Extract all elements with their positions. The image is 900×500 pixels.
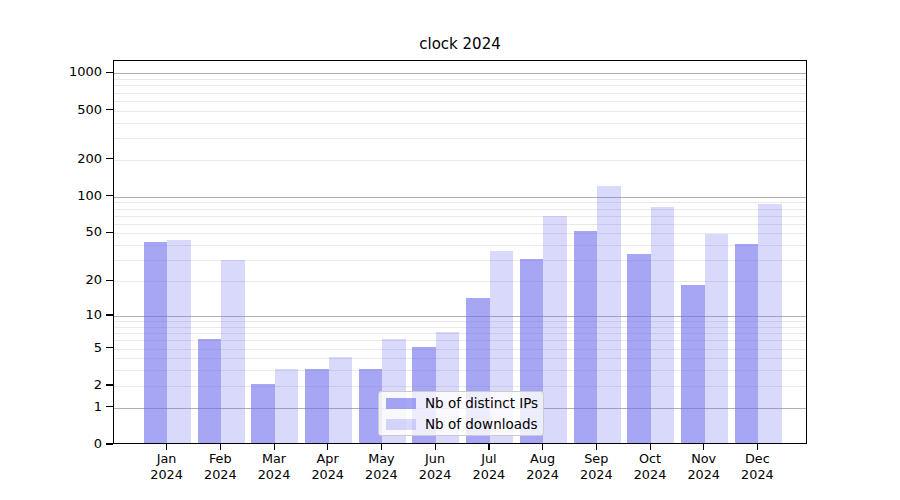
y-tick-mark <box>106 72 113 73</box>
x-tick-mark <box>220 444 221 450</box>
x-tick-mark <box>757 444 758 450</box>
y-tick-label: 0 <box>36 436 102 452</box>
y-tick-mark <box>106 280 113 281</box>
y-tick-label: 500 <box>36 102 102 118</box>
y-tick-mark <box>106 195 113 196</box>
y-tick-label: 200 <box>36 151 102 167</box>
legend-swatch-downloads-icon <box>386 419 416 430</box>
x-tick-mark <box>596 444 597 450</box>
bar-downloads <box>597 186 621 443</box>
bar-downloads <box>221 260 245 443</box>
legend-item-distinct-ips: Nb of distinct IPs <box>386 395 543 411</box>
x-tick-mark <box>166 444 167 450</box>
bar-distinct-ips <box>198 339 222 444</box>
x-tick-mark <box>488 444 489 450</box>
bar-distinct-ips <box>627 254 651 444</box>
bar-distinct-ips <box>144 242 168 443</box>
x-tick-mark <box>381 444 382 450</box>
x-tick-mark <box>435 444 436 450</box>
y-tick-label: 1000 <box>36 64 102 80</box>
x-tick-mark <box>703 444 704 450</box>
y-tick-label: 2 <box>36 377 102 393</box>
bar-distinct-ips <box>735 244 759 444</box>
legend-swatch-distinct-ips-icon <box>386 398 416 409</box>
x-tick-mark <box>327 444 328 450</box>
y-tick-mark <box>106 314 113 315</box>
bar-distinct-ips <box>305 369 329 444</box>
y-tick-mark <box>106 109 113 110</box>
x-tick-mark <box>650 444 651 450</box>
bar-downloads <box>705 234 729 443</box>
bar-downloads <box>543 216 567 444</box>
x-tick-year: 2024 <box>725 467 789 483</box>
y-tick-label: 100 <box>36 188 102 204</box>
bar-distinct-ips <box>681 285 705 443</box>
y-tick-label: 50 <box>36 224 102 240</box>
legend-label-distinct-ips: Nb of distinct IPs <box>425 395 546 411</box>
bar-downloads <box>275 369 299 444</box>
bar-distinct-ips <box>574 231 598 444</box>
x-tick-month: Dec <box>725 451 789 467</box>
y-tick-label: 5 <box>36 340 102 356</box>
plot-area: Nb of distinct IPs Nb of downloads <box>113 60 807 445</box>
bar-distinct-ips <box>251 384 275 443</box>
x-tick-label: Dec2024 <box>725 451 789 482</box>
y-tick-label: 10 <box>36 307 102 323</box>
chart-title: clock 2024 <box>113 35 807 53</box>
y-tick-label: 1 <box>36 399 102 415</box>
y-tick-mark <box>106 347 113 348</box>
figure: clock 2024 Nb of distinct IPs Nb of down… <box>0 0 900 500</box>
y-tick-mark <box>106 384 113 385</box>
y-tick-mark <box>106 158 113 159</box>
y-tick-mark <box>106 406 113 407</box>
y-tick-mark <box>106 443 113 444</box>
x-tick-mark <box>274 444 275 450</box>
x-tick-mark <box>542 444 543 450</box>
y-tick-mark <box>106 232 113 233</box>
legend-label-downloads: Nb of downloads <box>425 416 546 432</box>
bar-downloads <box>329 357 353 444</box>
legend: Nb of distinct IPs Nb of downloads <box>378 391 544 436</box>
bar-downloads <box>651 207 675 443</box>
bar-downloads <box>167 240 191 444</box>
legend-item-downloads: Nb of downloads <box>386 416 543 432</box>
bar-downloads <box>758 204 782 443</box>
bars-layer <box>114 61 806 444</box>
y-tick-label: 20 <box>36 272 102 288</box>
